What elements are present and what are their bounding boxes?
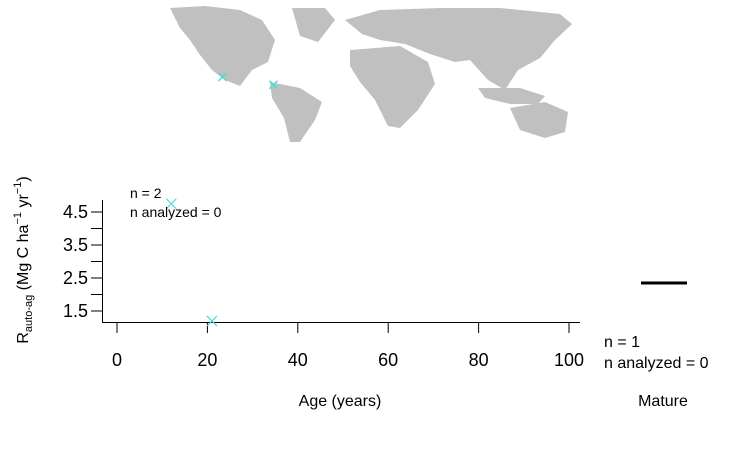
map-land-australia bbox=[510, 102, 568, 138]
x-axis-label: Age (years) bbox=[299, 393, 382, 410]
scatter-panel: 0 20 40 60 80 100 1.5 2.5 3.5 4.5 n = 2 n analyz… bbox=[12, 176, 584, 410]
mature-annotation-analyzed: n analyzed = 0 bbox=[604, 355, 709, 372]
y-label-units-a: (Mg C ha bbox=[15, 224, 32, 294]
map-land-south-america bbox=[270, 82, 322, 142]
map-site-marker bbox=[218, 72, 227, 82]
x-tick-label: 60 bbox=[378, 350, 398, 370]
y-label-main: R bbox=[15, 332, 32, 344]
scatter-points bbox=[165, 198, 218, 327]
y-label-subscript: auto-ag bbox=[23, 295, 35, 332]
map-land-africa bbox=[350, 46, 435, 128]
y-tick-label: 4.5 bbox=[63, 202, 88, 222]
y-tick-label: 3.5 bbox=[63, 235, 88, 255]
y-axis-label: Rauto-ag (Mg C ha−1 yr−1) bbox=[12, 176, 35, 343]
x-tick-label: 0 bbox=[112, 350, 122, 370]
y-tick-label: 1.5 bbox=[63, 301, 88, 321]
x-ticks: 0 20 40 60 80 100 bbox=[112, 322, 584, 370]
y-label-superscript-a: −1 bbox=[12, 212, 24, 225]
y-ticks: 1.5 2.5 3.5 4.5 bbox=[63, 202, 102, 321]
map-site-marker bbox=[268, 80, 278, 90]
y-tick-label: 2.5 bbox=[63, 268, 88, 288]
world-map bbox=[170, 6, 572, 142]
mature-panel: n = 1 n analyzed = 0 Mature bbox=[604, 281, 709, 410]
mature-category-label: Mature bbox=[638, 393, 688, 410]
mature-annotation-n: n = 1 bbox=[604, 334, 640, 351]
scatter-annotation-analyzed: n analyzed = 0 bbox=[130, 204, 222, 220]
y-label-units-c: ) bbox=[15, 176, 32, 181]
x-tick-label: 80 bbox=[469, 350, 489, 370]
map-land-north-america bbox=[170, 6, 275, 86]
x-tick-label: 40 bbox=[288, 350, 308, 370]
map-land-eurasia bbox=[345, 8, 572, 90]
scatter-point bbox=[165, 198, 177, 210]
map-land-greenland bbox=[292, 8, 335, 42]
scatter-point bbox=[206, 315, 218, 327]
y-label-units-b: yr bbox=[15, 194, 32, 212]
map-land-southeast-asia bbox=[478, 88, 545, 104]
y-label-superscript-b: −1 bbox=[12, 182, 24, 195]
x-tick-label: 100 bbox=[554, 350, 584, 370]
scatter-annotation-n: n = 2 bbox=[130, 185, 162, 201]
x-tick-label: 20 bbox=[197, 350, 217, 370]
